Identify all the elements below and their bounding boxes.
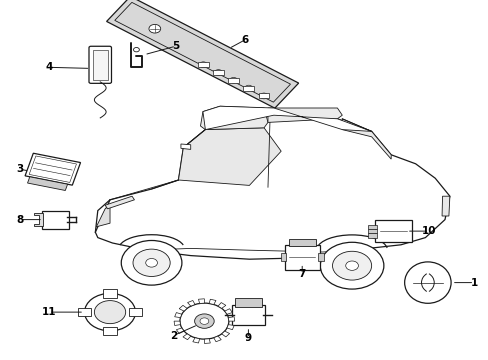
FancyBboxPatch shape xyxy=(78,308,91,316)
Circle shape xyxy=(332,251,371,280)
Polygon shape xyxy=(179,305,187,311)
Circle shape xyxy=(94,301,125,324)
Polygon shape xyxy=(178,128,281,185)
Polygon shape xyxy=(183,334,190,340)
FancyBboxPatch shape xyxy=(367,233,376,238)
FancyBboxPatch shape xyxy=(243,86,254,91)
Circle shape xyxy=(199,62,207,68)
Circle shape xyxy=(149,24,161,33)
Polygon shape xyxy=(187,301,195,306)
Text: 3: 3 xyxy=(16,164,23,174)
Polygon shape xyxy=(221,331,229,337)
FancyBboxPatch shape xyxy=(198,62,208,67)
Circle shape xyxy=(84,293,135,331)
FancyBboxPatch shape xyxy=(103,327,117,335)
Circle shape xyxy=(214,69,222,75)
Polygon shape xyxy=(204,339,210,343)
Polygon shape xyxy=(96,205,110,227)
Circle shape xyxy=(133,249,170,276)
Polygon shape xyxy=(342,119,390,159)
FancyBboxPatch shape xyxy=(258,93,269,98)
Ellipse shape xyxy=(404,262,450,303)
FancyBboxPatch shape xyxy=(89,46,111,84)
Polygon shape xyxy=(203,106,371,131)
Polygon shape xyxy=(25,153,81,185)
Text: 10: 10 xyxy=(421,226,436,236)
Polygon shape xyxy=(106,0,298,108)
FancyBboxPatch shape xyxy=(367,225,376,229)
FancyBboxPatch shape xyxy=(128,308,142,316)
Polygon shape xyxy=(224,309,232,314)
Polygon shape xyxy=(226,325,234,330)
Polygon shape xyxy=(218,302,225,309)
Text: 11: 11 xyxy=(41,307,56,317)
Text: 8: 8 xyxy=(16,215,23,225)
Polygon shape xyxy=(174,321,180,325)
Circle shape xyxy=(121,240,182,285)
Polygon shape xyxy=(198,299,204,303)
Circle shape xyxy=(320,242,383,289)
Polygon shape xyxy=(213,336,221,342)
Circle shape xyxy=(194,314,214,328)
FancyBboxPatch shape xyxy=(93,50,107,80)
Text: 2: 2 xyxy=(170,330,177,341)
Text: 6: 6 xyxy=(242,35,248,45)
Text: 4: 4 xyxy=(45,62,53,72)
Polygon shape xyxy=(192,338,199,343)
FancyBboxPatch shape xyxy=(213,70,224,75)
Circle shape xyxy=(145,258,157,267)
Polygon shape xyxy=(228,317,234,321)
FancyBboxPatch shape xyxy=(367,229,376,233)
Polygon shape xyxy=(267,108,342,122)
Text: 9: 9 xyxy=(244,333,251,343)
Polygon shape xyxy=(174,312,182,318)
FancyBboxPatch shape xyxy=(374,220,411,242)
Polygon shape xyxy=(34,213,43,226)
FancyBboxPatch shape xyxy=(103,289,117,298)
Polygon shape xyxy=(200,106,267,130)
Text: 1: 1 xyxy=(470,278,477,288)
Circle shape xyxy=(244,85,252,91)
Circle shape xyxy=(345,261,358,270)
FancyBboxPatch shape xyxy=(235,298,261,307)
FancyBboxPatch shape xyxy=(232,305,264,325)
Circle shape xyxy=(200,318,208,324)
Polygon shape xyxy=(105,196,134,209)
FancyBboxPatch shape xyxy=(228,78,239,83)
Circle shape xyxy=(260,93,267,99)
Circle shape xyxy=(229,77,237,83)
FancyBboxPatch shape xyxy=(317,253,324,261)
Circle shape xyxy=(180,303,228,339)
Polygon shape xyxy=(209,299,216,305)
FancyBboxPatch shape xyxy=(41,211,69,229)
FancyBboxPatch shape xyxy=(288,238,315,246)
Polygon shape xyxy=(27,177,67,190)
Text: 5: 5 xyxy=(172,41,179,51)
Text: 7: 7 xyxy=(298,269,305,279)
Polygon shape xyxy=(176,328,183,333)
Polygon shape xyxy=(181,144,190,149)
FancyBboxPatch shape xyxy=(284,245,319,270)
Polygon shape xyxy=(441,196,449,216)
FancyBboxPatch shape xyxy=(280,253,285,261)
Polygon shape xyxy=(95,115,449,259)
